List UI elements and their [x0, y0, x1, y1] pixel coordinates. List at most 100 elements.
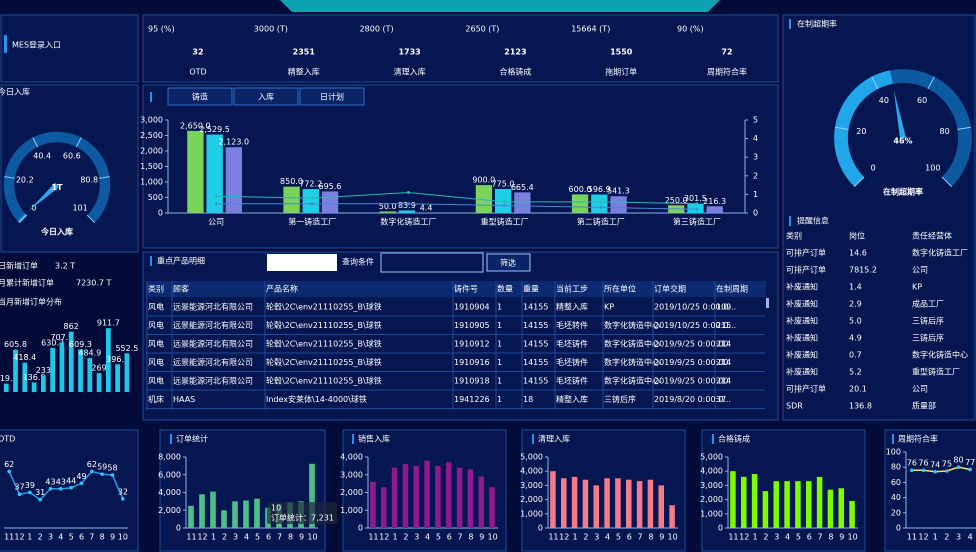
tab-label[interactable]: 铸造 [192, 92, 208, 102]
tab[interactable] [299, 87, 365, 106]
table-cell: 远景能源河北有限公司 [173, 302, 253, 312]
line [216, 192, 697, 205]
bar [730, 471, 736, 528]
kpi-value: 2351 [293, 48, 316, 57]
bar [22, 362, 28, 392]
bar [210, 491, 216, 528]
tab[interactable] [167, 87, 233, 106]
bar [68, 331, 74, 392]
title-icon [892, 434, 894, 444]
x-tick-label: 4 [785, 533, 790, 542]
alert-cell: 0.7 [849, 351, 862, 360]
x-tick-label: 12 [197, 533, 207, 542]
table-cell: 1 [497, 358, 502, 367]
gauge-tick-label: 0 [31, 204, 36, 213]
table-cell: 18 [523, 395, 533, 404]
bar [751, 474, 758, 528]
x-tick-label: 8 [288, 533, 293, 542]
table-cell: 214 [716, 358, 731, 367]
bar [784, 481, 790, 528]
table-cell: 2019/10/25 0:00:0... [654, 303, 736, 312]
panel [0, 84, 139, 253]
table-cell: 数字化铸造中心 [604, 320, 660, 330]
gauge-tick [4, 176, 15, 179]
x-tick-label: 1 [573, 533, 578, 542]
order-value: 3.2 T [55, 262, 75, 271]
header-decor [280, 0, 720, 12]
panel [142, 14, 779, 83]
y2-tick-label: 0 [753, 209, 758, 218]
y-tick-label: 3,000 [140, 116, 163, 125]
gauge-tick-label: 80 [940, 127, 950, 136]
page-title[interactable]: MES登录入口 [12, 40, 61, 50]
table-cell: 109 [716, 303, 731, 312]
kpi-target: 2800 (T) [360, 25, 394, 34]
panel [142, 251, 779, 421]
line-point [214, 202, 218, 206]
kpi-label: 拖期订单 [605, 67, 637, 77]
bar [647, 479, 654, 528]
line-point [310, 202, 314, 206]
alert-cell: 补废通知 [786, 333, 818, 343]
line-point [38, 497, 42, 502]
tooltip-title: 10 [271, 504, 281, 513]
y-tick-label: 1,000 [140, 178, 163, 187]
y2-tick-label: 2 [753, 171, 758, 180]
bar [849, 501, 855, 528]
tab[interactable] [233, 87, 299, 106]
alert-cell: 14.6 [849, 249, 867, 258]
gauge-value: 46% [893, 137, 912, 146]
panel [142, 84, 779, 249]
table-cell: 214 [716, 340, 731, 349]
button-label[interactable]: 筛选 [500, 258, 516, 268]
table-cell: 1910916 [454, 358, 490, 367]
table-cell: 1 [497, 377, 502, 386]
gauge-tick-label: 40 [879, 96, 889, 105]
data-label: 2,123.0 [219, 138, 250, 147]
data-label: 269 [91, 364, 106, 373]
kpi-label: 清理入库 [394, 67, 426, 77]
x-tick-label: 5 [69, 533, 74, 542]
select[interactable] [267, 254, 337, 271]
gauge-tick-label: 0 [871, 163, 876, 172]
bar [636, 481, 643, 528]
data-label: 136.9 [23, 373, 46, 382]
table-cell: 远景能源河北有限公司 [173, 320, 253, 330]
alert-header: 责任经营体 [912, 231, 952, 241]
x-tick-label: 9 [299, 533, 304, 542]
gauge-tick [871, 76, 879, 90]
query-input[interactable] [380, 252, 484, 273]
data-label: 396.3 [106, 355, 129, 364]
bar [610, 196, 627, 213]
x-tick-label: 3 [233, 533, 238, 542]
table-cell: 1 [497, 340, 502, 349]
data-label: 62 [4, 460, 14, 469]
bar [456, 467, 463, 528]
x-tick-label: 4 [425, 533, 430, 542]
x-tick-label: 3 [594, 533, 599, 542]
y-tick-label: 1,000 [340, 506, 363, 515]
y-tick-label: 0 [896, 524, 901, 533]
bar [381, 487, 387, 528]
kpi-label: OTD [189, 68, 206, 77]
line [216, 203, 697, 210]
data-label: 418.4 [13, 353, 36, 362]
gauge-tick [834, 126, 849, 130]
title-icon [150, 92, 152, 102]
x-tick-label: 4 [244, 533, 249, 542]
alert-cell: KP [912, 283, 922, 292]
tab-label[interactable]: 入库 [258, 92, 274, 102]
y2-tick-label: 1 [753, 190, 758, 199]
filter-button[interactable] [486, 253, 531, 272]
bar [827, 489, 834, 528]
line-point [17, 492, 22, 497]
table-cell: 2019/9/25 0:00:00 [654, 340, 728, 349]
chart-title: 当月新增订单分布 [0, 297, 62, 307]
bar [604, 478, 610, 528]
y-tick-label: 0 [176, 524, 181, 533]
bar [78, 349, 83, 392]
tab-label[interactable]: 日计划 [320, 92, 344, 102]
data-label: 707.9 [50, 333, 73, 342]
data-label: 250.0 [665, 196, 688, 205]
